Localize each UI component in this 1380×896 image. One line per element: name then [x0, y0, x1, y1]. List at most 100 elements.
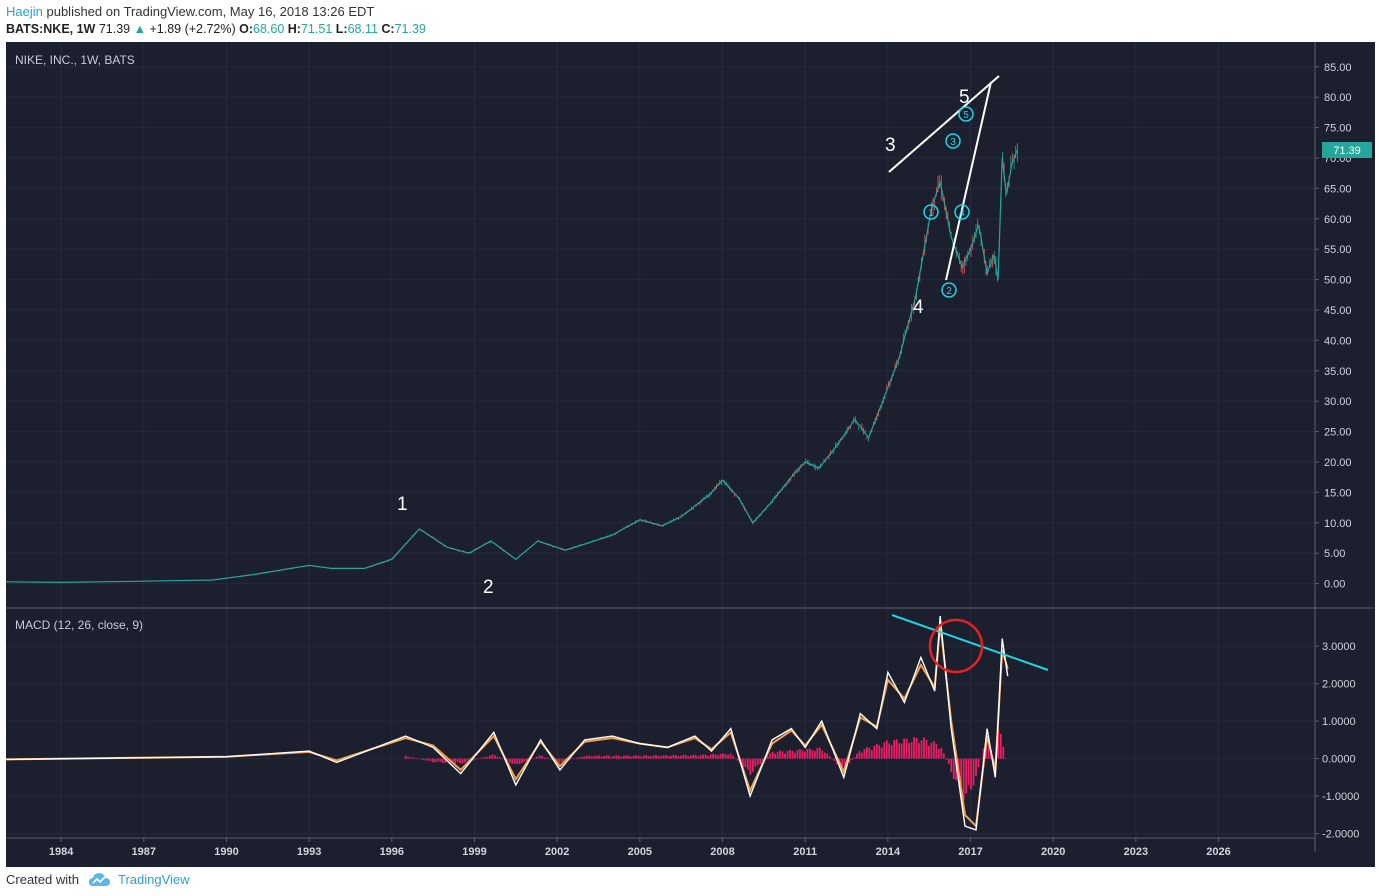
- price-pane-title: NIKE, INC., 1W, BATS: [15, 53, 135, 67]
- macd-tick-label: 2.0000: [1322, 679, 1356, 691]
- histogram-bar: [937, 748, 940, 759]
- histogram-bar: [660, 756, 662, 759]
- histogram-bar: [712, 753, 715, 759]
- histogram-bar: [709, 754, 712, 759]
- price-tick-label: 25.00: [1324, 427, 1352, 439]
- histogram-bar: [942, 753, 945, 759]
- histogram-bar: [563, 758, 566, 761]
- chart-area[interactable]: 1 2 3 4 5 1 2 3 4 5: [5, 42, 1375, 867]
- histogram-bar: [603, 756, 605, 759]
- histogram-bar: [863, 749, 866, 759]
- histogram-bar: [434, 758, 437, 763]
- histogram-bar: [754, 758, 757, 767]
- histogram-bar: [454, 758, 457, 764]
- close-value: 71.39: [394, 22, 426, 36]
- histogram-bar: [759, 758, 762, 765]
- grid-lines: [6, 42, 1315, 838]
- tradingview-cloud-icon[interactable]: [88, 870, 112, 890]
- wave-label-5: 5: [959, 87, 970, 108]
- wedge-lower-line[interactable]: [945, 81, 992, 281]
- histogram-bar: [538, 755, 541, 759]
- histogram-bar: [714, 754, 717, 759]
- histogram-bar: [521, 758, 524, 763]
- histogram-bar: [885, 740, 888, 759]
- drawings[interactable]: 1 2 3 4 5 1 2 3 4 5: [397, 75, 1049, 674]
- price-pane[interactable]: [5, 143, 1018, 584]
- histogram-bar: [734, 758, 737, 760]
- histogram-bar: [578, 757, 581, 759]
- histogram-bar: [479, 758, 481, 759]
- histogram-bar: [744, 758, 747, 768]
- histogram-bar: [560, 758, 563, 762]
- histogram-bar: [893, 740, 896, 759]
- macd-tick-label: 0.0000: [1322, 754, 1356, 766]
- histogram-bar: [774, 753, 777, 759]
- price-tick-label: 10.00: [1324, 518, 1352, 530]
- wave-label-2: 2: [483, 577, 494, 598]
- histogram-bar: [858, 751, 861, 759]
- histogram-bar: [813, 750, 816, 759]
- close-label: C:: [381, 22, 395, 36]
- subwave-label-1: 1: [928, 208, 934, 219]
- macd-pane[interactable]: [5, 616, 1009, 831]
- histogram-bar: [474, 758, 476, 760]
- histogram-bar: [816, 748, 819, 759]
- histogram-bar: [932, 741, 935, 759]
- histogram-bar: [632, 755, 635, 759]
- histogram-bar: [404, 755, 407, 759]
- histogram-bar: [687, 756, 690, 759]
- histogram-bar: [692, 754, 695, 759]
- time-axis[interactable]: 1984 1987 1990 1993 1996 1999 2002 2005 2008 2011…: [49, 838, 1231, 858]
- wedge-upper-line[interactable]: [888, 75, 1000, 173]
- histogram-bar: [461, 758, 464, 764]
- ohlc-legend: BATS:NKE, 1W 71.39 ▲ +1.89 (+2.72%) O:68…: [6, 22, 426, 36]
- histogram-bar: [784, 753, 786, 759]
- histogram-bar: [883, 742, 886, 759]
- subwave-marker-2: 2: [941, 282, 957, 298]
- histogram-bar: [960, 758, 963, 793]
- macd-divergence-trendline[interactable]: [891, 614, 1049, 671]
- histogram-bar: [613, 755, 615, 759]
- histogram-bar: [751, 758, 754, 772]
- histogram-bar: [699, 755, 702, 759]
- histogram-bar: [551, 758, 553, 760]
- histogram-bar: [491, 754, 494, 759]
- histogram-bar: [580, 756, 583, 759]
- histogram-bar: [779, 750, 782, 759]
- price-tick-label: 80.00: [1324, 92, 1352, 104]
- subwave-marker-4: 4: [954, 204, 970, 220]
- histogram-bar: [794, 752, 796, 759]
- histogram-bar: [523, 758, 526, 762]
- time-tick-label: 2008: [710, 846, 734, 858]
- histogram-bar: [672, 755, 675, 759]
- histogram-bar: [945, 758, 948, 760]
- histogram-bar: [761, 758, 764, 762]
- author-link[interactable]: Haejin: [6, 4, 43, 19]
- histogram-bar: [962, 758, 965, 801]
- histogram-bar: [615, 755, 618, 759]
- histogram-bar: [999, 733, 1002, 759]
- macd-highlight-circle[interactable]: [928, 618, 984, 674]
- histogram-bar: [833, 758, 836, 762]
- price-tick-label: 85.00: [1324, 62, 1352, 74]
- histogram-bar: [526, 758, 529, 761]
- histogram-bar: [806, 749, 809, 759]
- histogram-bar: [657, 755, 660, 759]
- time-tick-label: 2017: [958, 846, 982, 858]
- histogram-bar: [533, 757, 536, 759]
- histogram-bar: [722, 753, 724, 759]
- histogram-bar: [682, 754, 685, 759]
- chart-canvas[interactable]: 1 2 3 4 5 1 2 3 4 5: [5, 42, 1375, 867]
- price-series-line: [5, 149, 1018, 584]
- macd-axis[interactable]: 3.0000 2.0000 1.0000 0.0000 -1.0000 -2.0000: [1315, 641, 1359, 841]
- histogram-bar: [702, 754, 705, 759]
- macd-tick-label: -1.0000: [1322, 791, 1359, 803]
- wave-label-4: 4: [913, 297, 924, 318]
- histogram-bar: [637, 755, 640, 759]
- tradingview-link[interactable]: TradingView: [118, 872, 190, 887]
- histogram-bar: [866, 746, 868, 759]
- histogram-bar: [583, 756, 586, 759]
- histogram-bar: [880, 747, 883, 759]
- price-change: +1.89 (+2.72%): [149, 22, 236, 36]
- histogram-bar: [436, 758, 439, 762]
